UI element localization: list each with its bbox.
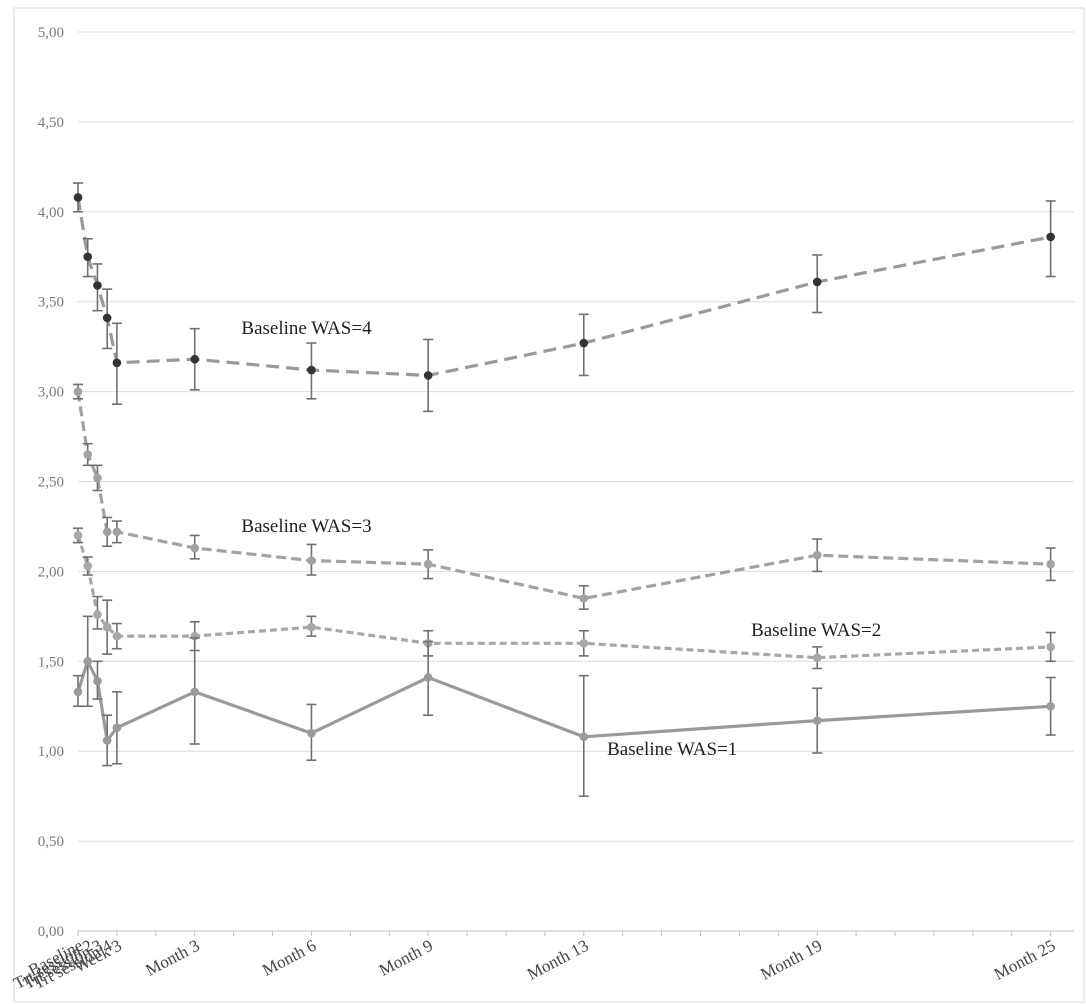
data-point xyxy=(1046,701,1055,711)
data-point xyxy=(579,594,589,603)
data-point xyxy=(579,732,589,742)
y-tick-label-0: 0,00 xyxy=(38,924,64,940)
y-tick-label-2: 1,00 xyxy=(38,744,64,760)
data-point xyxy=(73,387,83,396)
data-point xyxy=(1046,232,1055,242)
chart-frame xyxy=(13,7,1085,1003)
data-point xyxy=(73,687,83,697)
series-2 xyxy=(73,383,1056,610)
data-point xyxy=(102,527,112,537)
series-3 xyxy=(73,527,1056,670)
data-point xyxy=(102,622,112,632)
x-tick-label-6: Month 6 xyxy=(259,936,319,980)
axes: 0,00 0,50 1,00 1,50 2,00 2,50 3,00 3,50 4,00 4,50… xyxy=(10,25,1074,993)
data-point xyxy=(93,281,102,290)
gridlines xyxy=(78,31,1074,842)
data-point xyxy=(423,371,433,380)
data-point xyxy=(102,313,112,323)
data-point xyxy=(307,556,316,565)
y-tick-label-5: 2,50 xyxy=(38,475,64,491)
series-line-4 xyxy=(76,659,1051,743)
data-point xyxy=(73,193,83,202)
data-point xyxy=(307,365,316,375)
y-tick-label-3: 1,50 xyxy=(38,654,64,670)
data-point xyxy=(812,277,822,287)
y-tick-label-1: 0,50 xyxy=(38,834,64,850)
x-tick-label-8: Month 13 xyxy=(524,936,592,984)
y-tick-label-8: 4,00 xyxy=(38,205,64,221)
data-point xyxy=(93,610,102,619)
series-layer xyxy=(73,182,1056,797)
series-label-2: Baseline WAS=3 xyxy=(241,516,371,537)
data-point xyxy=(812,716,822,725)
data-point xyxy=(102,736,112,745)
y-tick-label-4: 2,00 xyxy=(38,564,64,580)
y-tick-label-6: 3,00 xyxy=(38,385,64,401)
y-tick-label-9: 4,50 xyxy=(38,115,64,131)
data-point xyxy=(423,559,433,569)
series-1 xyxy=(73,182,1056,413)
series-label-4: Baseline WAS=1 xyxy=(607,739,737,760)
x-tick-label-10: Month 25 xyxy=(991,936,1059,984)
data-point xyxy=(83,450,93,459)
data-point xyxy=(579,338,589,348)
series-line-2 xyxy=(76,391,1051,601)
series-4 xyxy=(73,615,1056,797)
data-point xyxy=(83,657,93,666)
data-point xyxy=(579,639,589,648)
labels-layer: Baseline WAS=4 Baseline WAS=3 Baseline WAS… xyxy=(241,318,881,760)
x-tick-label-7: Month 9 xyxy=(376,936,436,980)
data-point xyxy=(93,676,102,686)
series-label-1: Baseline WAS=4 xyxy=(241,318,372,339)
data-point xyxy=(112,631,122,641)
data-point xyxy=(1046,642,1055,652)
data-point xyxy=(73,531,83,540)
data-point xyxy=(1046,559,1055,569)
x-tick-label-5: Month 3 xyxy=(142,936,202,980)
series-line-1 xyxy=(76,197,1052,377)
data-point xyxy=(83,252,93,262)
data-point xyxy=(812,653,822,663)
data-point xyxy=(112,723,122,733)
y-tick-label-7: 3,50 xyxy=(38,295,64,311)
data-point xyxy=(93,473,102,483)
data-point xyxy=(307,622,316,632)
y-tick-label-10: 5,00 xyxy=(38,25,64,41)
data-point xyxy=(307,728,316,738)
series-label-3: Baseline WAS=2 xyxy=(751,620,881,641)
data-point xyxy=(190,687,200,697)
series-line-3 xyxy=(76,534,1051,660)
data-point xyxy=(112,527,122,537)
data-point xyxy=(112,358,122,368)
data-point xyxy=(83,561,93,571)
data-point xyxy=(190,543,200,553)
data-point xyxy=(812,550,822,560)
data-point xyxy=(190,354,200,364)
x-tick-label-9: Month 19 xyxy=(757,936,825,984)
data-point xyxy=(423,673,433,682)
